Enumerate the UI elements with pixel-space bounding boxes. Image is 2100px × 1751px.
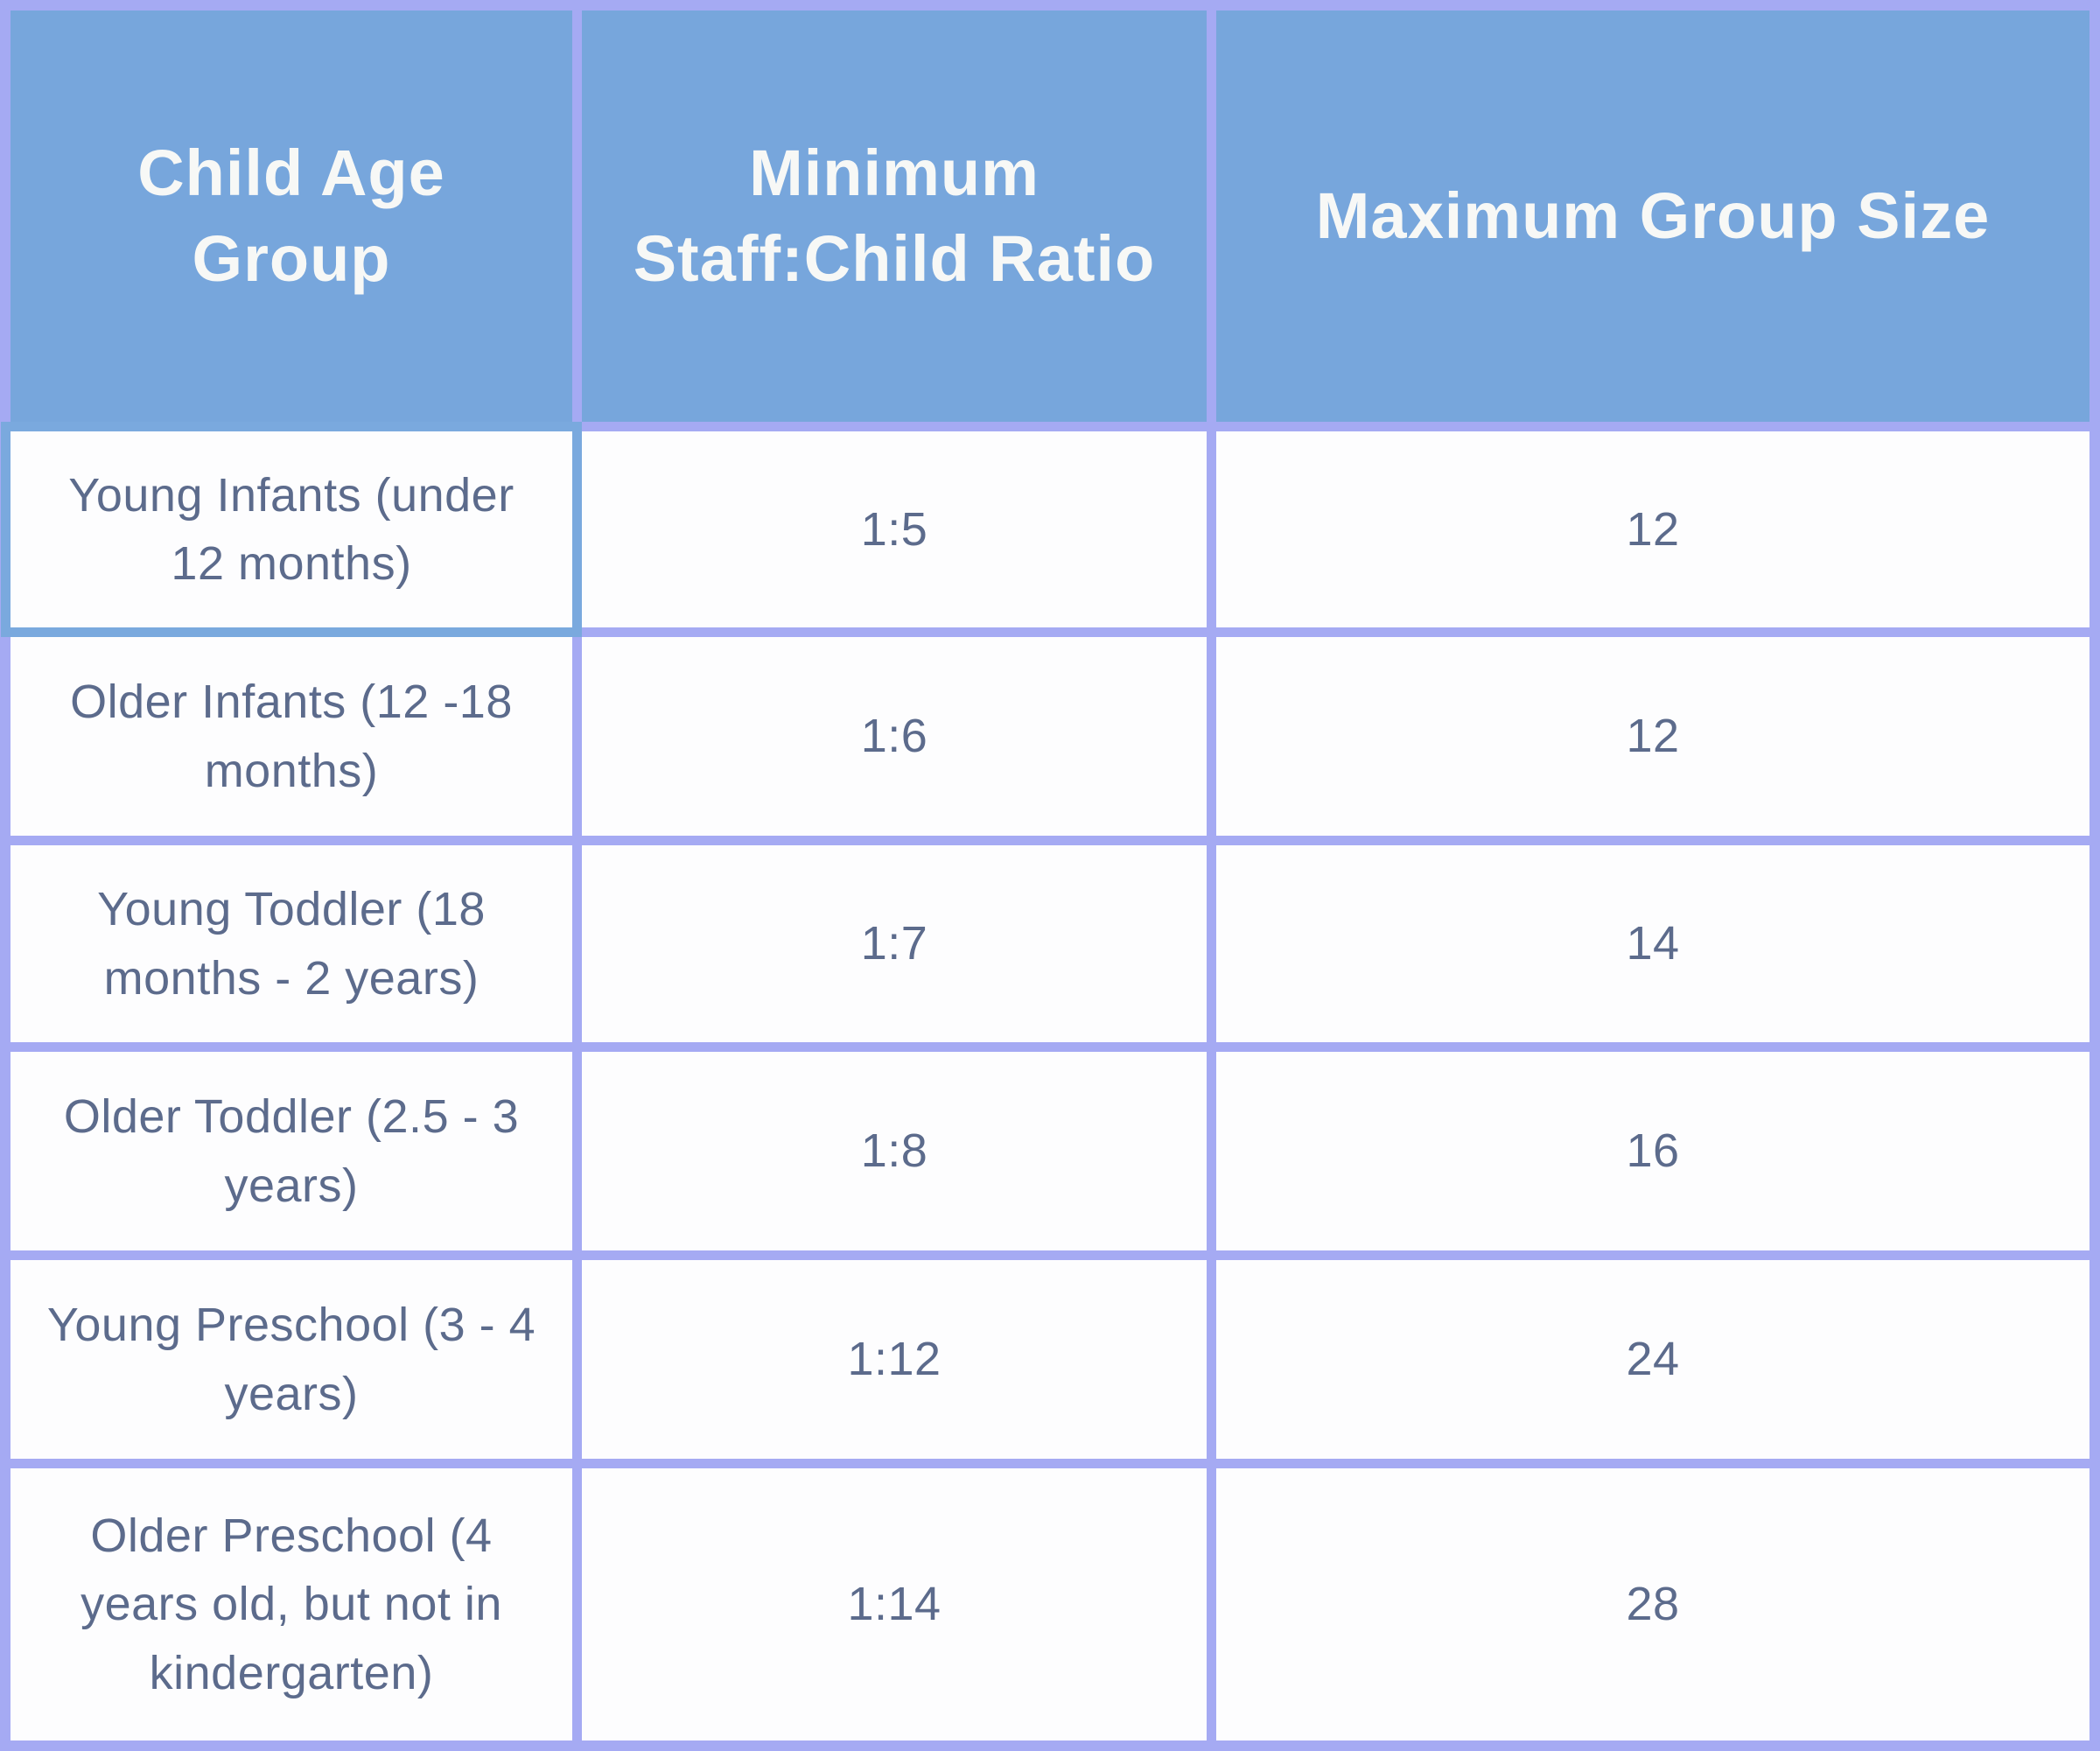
- header-label: Child Age Group: [137, 137, 445, 295]
- cell-max-size-young-preschool: 24: [1216, 1260, 2090, 1459]
- cell-age-group-young-infants: Young Infants (under 12 months): [10, 431, 572, 627]
- cell-max-size-older-preschool: 28: [1216, 1468, 2090, 1740]
- cell-ratio-older-toddler: 1:8: [582, 1052, 1207, 1250]
- cell-ratio-older-infants: 1:6: [582, 637, 1207, 836]
- max-size-value: 28: [1626, 1578, 1680, 1631]
- cell-max-size-older-infants: 12: [1216, 637, 2090, 836]
- header-cell-max-group-size: Maximum Group Size: [1216, 11, 2090, 422]
- age-group-label: Older Infants (12 -18 months): [70, 676, 513, 797]
- cell-age-group-older-toddler: Older Toddler (2.5 - 3 years): [10, 1052, 572, 1250]
- max-size-value: 16: [1626, 1124, 1680, 1178]
- cell-max-size-young-toddler: 14: [1216, 845, 2090, 1042]
- ratio-value: 1:6: [860, 710, 928, 763]
- ratio-value: 1:7: [860, 917, 928, 970]
- max-size-value: 24: [1626, 1333, 1680, 1386]
- ratio-value: 1:14: [847, 1578, 942, 1631]
- cell-ratio-young-infants: 1:5: [582, 431, 1207, 627]
- ratio-value: 1:5: [860, 502, 928, 556]
- cell-ratio-young-toddler: 1:7: [582, 845, 1207, 1042]
- cell-max-size-older-toddler: 16: [1216, 1052, 2090, 1250]
- age-group-label: Young Toddler (18 months - 2 years): [97, 883, 486, 1005]
- header-cell-child-age-group: Child Age Group: [10, 11, 572, 422]
- max-size-value: 12: [1626, 710, 1680, 763]
- age-group-label: Older Preschool (4 years old, but not in…: [80, 1509, 502, 1699]
- max-size-value: 12: [1626, 502, 1680, 556]
- cell-age-group-young-preschool: Young Preschool (3 - 4 years): [10, 1260, 572, 1459]
- age-group-label: Young Infants (under 12 months): [68, 468, 514, 590]
- ratio-value: 1:8: [860, 1124, 928, 1178]
- cell-age-group-older-preschool: Older Preschool (4 years old, but not in…: [10, 1468, 572, 1740]
- cell-age-group-young-toddler: Young Toddler (18 months - 2 years): [10, 845, 572, 1042]
- header-label: Maximum Group Size: [1315, 179, 1991, 253]
- cell-age-group-older-infants: Older Infants (12 -18 months): [10, 637, 572, 836]
- ratio-value: 1:12: [847, 1333, 942, 1386]
- age-group-label: Older Toddler (2.5 - 3 years): [63, 1090, 520, 1212]
- cell-ratio-older-preschool: 1:14: [582, 1468, 1207, 1740]
- age-group-label: Young Preschool (3 - 4 years): [46, 1299, 536, 1420]
- max-size-value: 14: [1626, 917, 1680, 970]
- cell-ratio-young-preschool: 1:12: [582, 1260, 1207, 1459]
- header-cell-min-staff-child-ratio: Minimum Staff:Child Ratio: [582, 11, 1207, 422]
- header-label: Minimum Staff:Child Ratio: [633, 137, 1156, 295]
- cell-max-size-young-infants: 12: [1216, 431, 2090, 627]
